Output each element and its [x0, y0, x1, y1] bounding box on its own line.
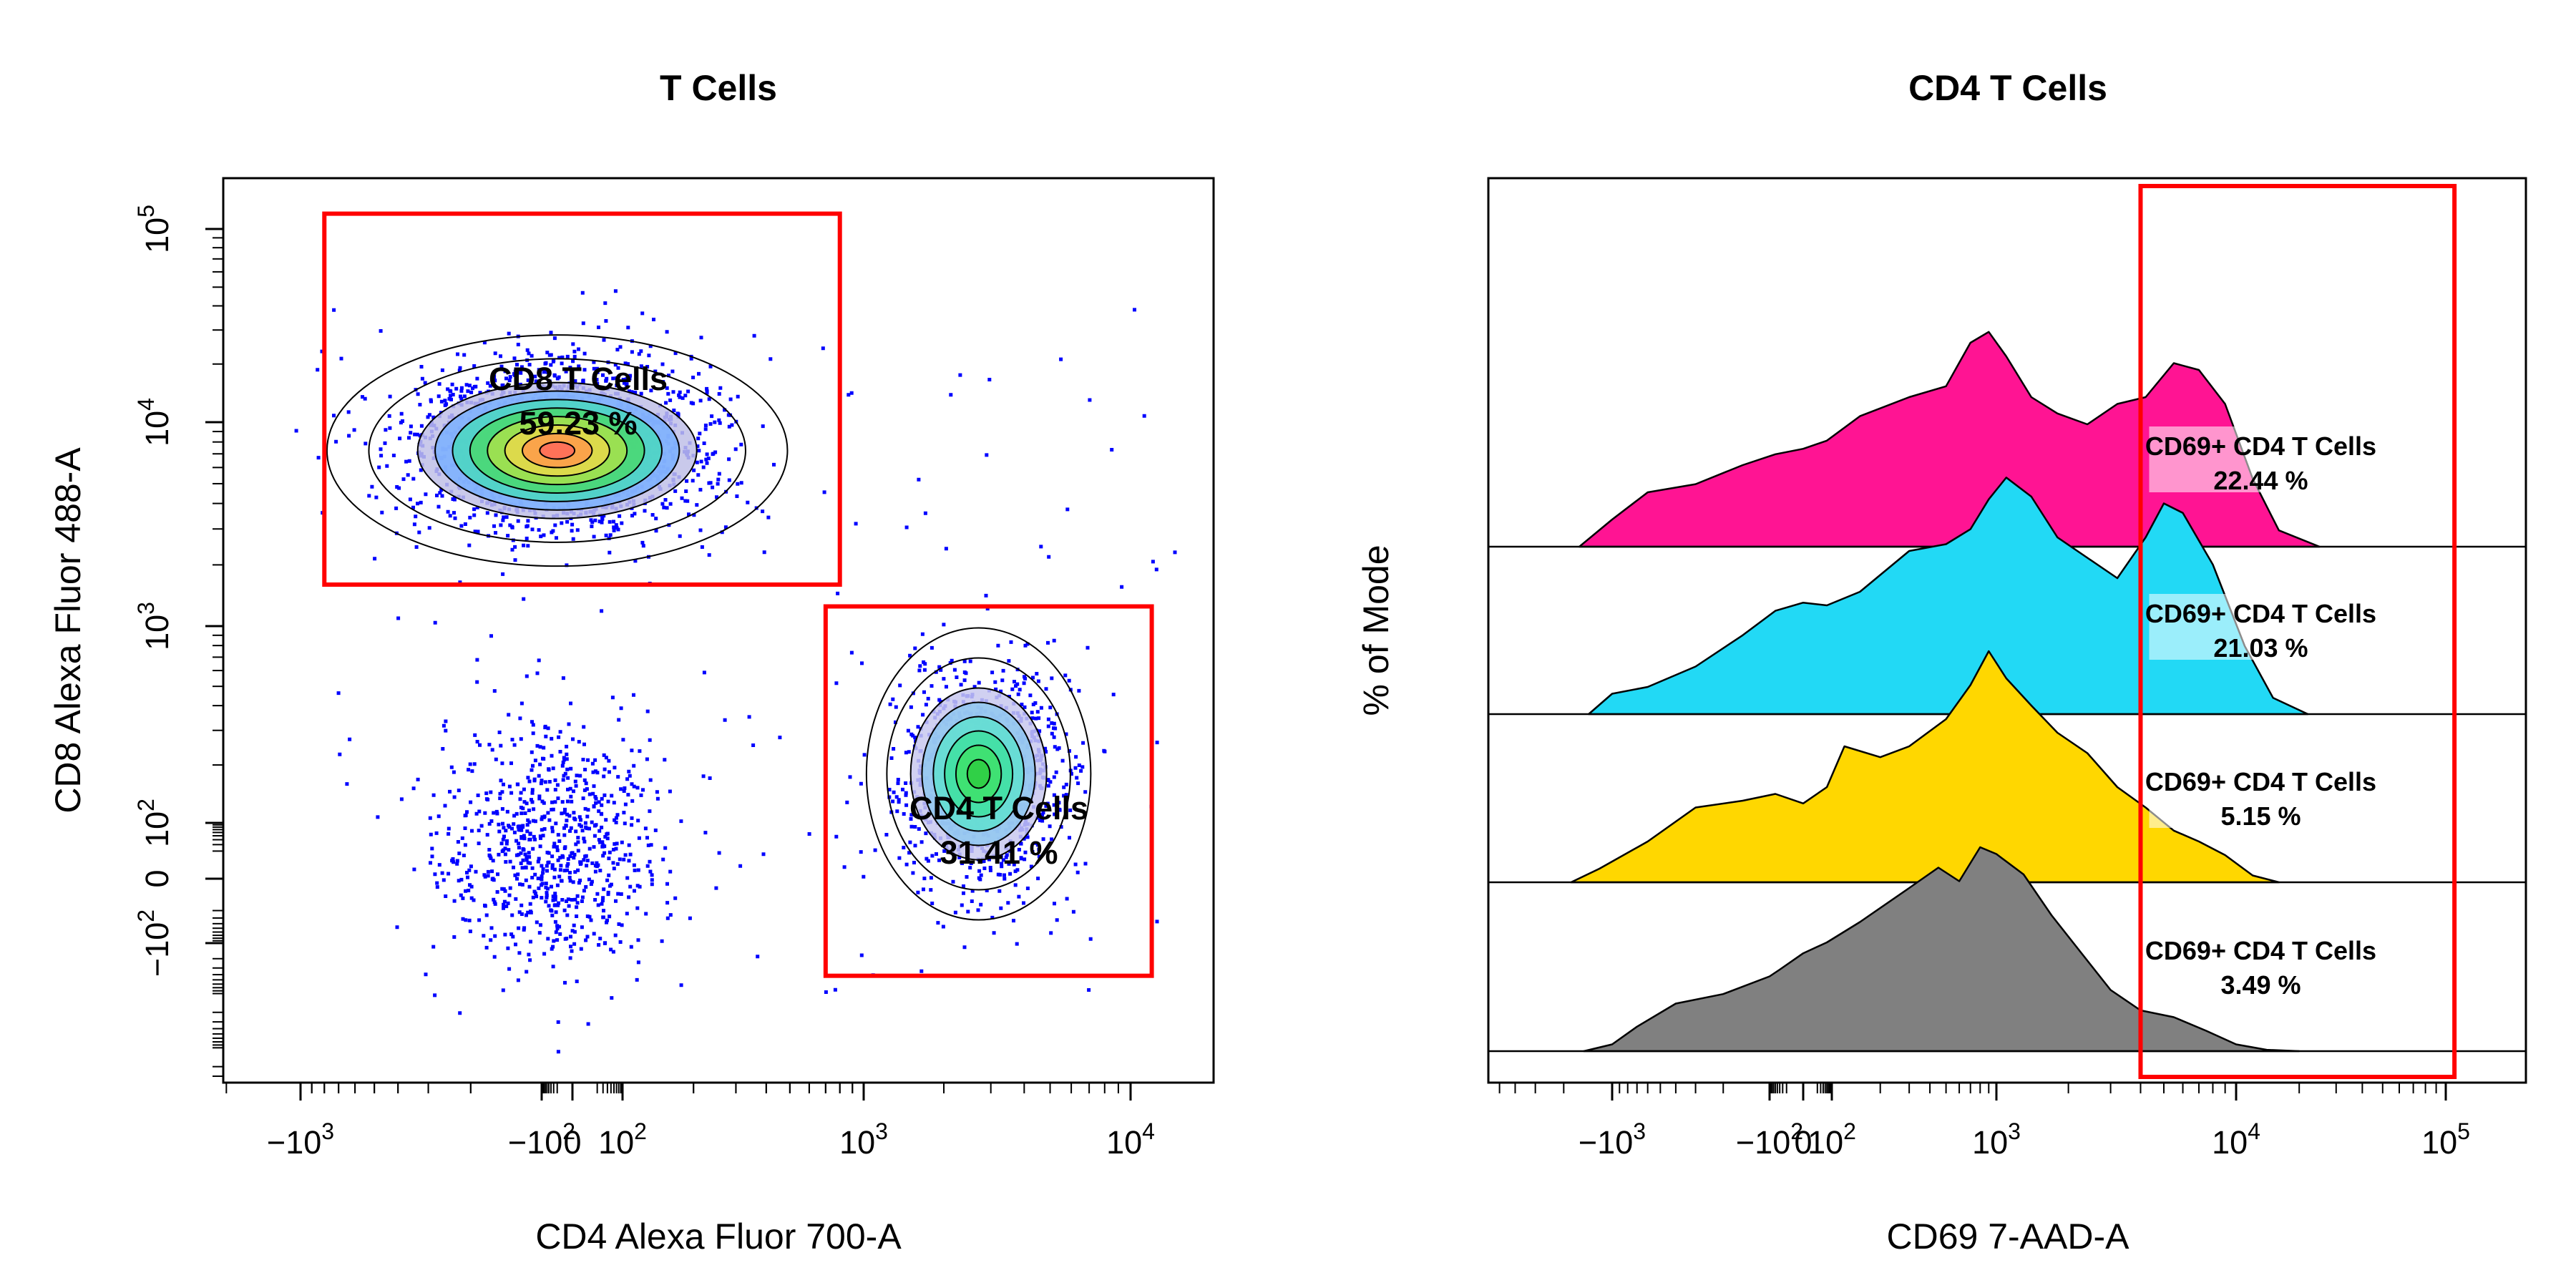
histogram-gate-percent: 5.15 % — [2220, 801, 2301, 831]
scatter-points — [295, 289, 1177, 1053]
tick-label: 103 — [839, 1118, 888, 1161]
tick-label: 0 — [563, 1124, 581, 1161]
left-plot-frame — [223, 178, 1214, 1083]
tick-label: 104 — [1106, 1118, 1155, 1161]
tick-label: 102 — [133, 799, 175, 847]
left-y-axis: 105 104 103 102 0 −102 — [133, 205, 223, 1076]
tick-label: 105 — [2421, 1118, 2470, 1161]
left-x-axis-label: CD4 Alexa Fluor 700-A — [535, 1216, 902, 1257]
histogram-gate-percent: 21.03 % — [2213, 633, 2308, 663]
tick-label: 102 — [1807, 1118, 1856, 1161]
left-chart-title: T Cells — [660, 68, 777, 108]
tick-label: −102 — [133, 909, 175, 977]
histogram-gate-percent: 3.49 % — [2220, 970, 2301, 1000]
gate-percent: 31.41 % — [940, 834, 1058, 871]
histogram-gate-label: CD69+ CD4 T Cells — [2145, 431, 2376, 461]
tick-label: −103 — [267, 1118, 334, 1161]
tick-label: 104 — [133, 398, 175, 447]
left-data-points — [295, 289, 1177, 1053]
left-y-axis-label: CD8 Alexa Fluor 488-A — [48, 447, 88, 814]
contour-ring — [967, 760, 990, 789]
histogram-gate-label: CD69+ CD4 T Cells — [2145, 767, 2376, 796]
gate-label: CD8 T Cells — [489, 361, 668, 397]
t-cells-dot-plot: T Cells −103 −102 0 102 103 104 105 104 103 102 0… — [48, 68, 1214, 1257]
histogram-gate-percent: 22.44 % — [2213, 466, 2308, 495]
tick-label: 103 — [133, 602, 175, 650]
left-gates: CD8 T Cells 59.23 % CD4 T Cells 31.41 % — [324, 214, 1151, 976]
histogram-gate-label: CD69+ CD4 T Cells — [2145, 936, 2376, 965]
tick-label: 103 — [1972, 1118, 2021, 1161]
tick-label: 105 — [133, 205, 175, 253]
histogram-gate-label: CD69+ CD4 T Cells — [2145, 599, 2376, 628]
gate-percent: 59.23 % — [519, 405, 637, 441]
contour-ring — [540, 442, 575, 459]
tick-label: 102 — [598, 1118, 647, 1161]
tick-label: 0 — [139, 869, 175, 887]
tick-label: −103 — [1579, 1118, 1646, 1161]
tick-label: 104 — [2212, 1118, 2260, 1161]
tick-label: −102 — [1736, 1118, 1803, 1161]
right-x-axis-label: CD69 7-AAD-A — [1887, 1216, 2130, 1257]
right-y-axis-label: % of Mode — [1356, 545, 1396, 716]
right-chart-title: CD4 T Cells — [1908, 68, 2107, 108]
right-gate: CD69+ CD4 T Cells 22.44 % CD69+ CD4 T Cell… — [2140, 186, 2454, 1077]
gate-label: CD4 T Cells — [909, 790, 1088, 826]
